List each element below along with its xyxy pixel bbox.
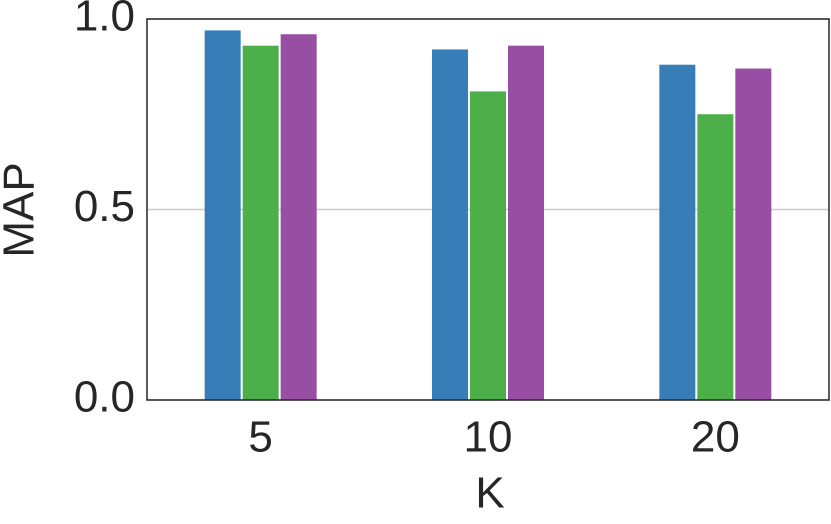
bar [508, 45, 544, 401]
y-tick-label: 0.0 [74, 373, 135, 422]
bar [697, 114, 734, 400]
bar [735, 68, 772, 400]
bar [470, 91, 506, 400]
y-tick-label: 0.5 [74, 182, 135, 231]
x-axis-label: K [475, 469, 504, 518]
bar [280, 34, 317, 401]
x-tick-label: 20 [691, 413, 740, 462]
bar [432, 49, 468, 400]
plot-frame [146, 18, 830, 401]
bar [659, 64, 696, 400]
x-tick-label: 10 [464, 413, 513, 462]
bar [242, 45, 279, 401]
bar [204, 30, 241, 401]
y-tick-label: 1.0 [74, 0, 135, 41]
x-tick-label: 5 [248, 413, 272, 462]
y-axis-label: MAP [0, 162, 44, 257]
